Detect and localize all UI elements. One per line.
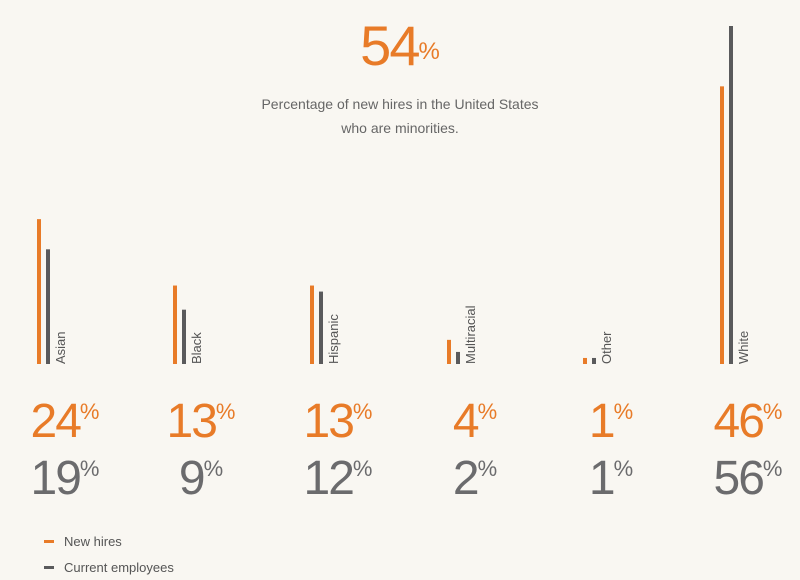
value-label-current-employees-other: 1% [589,452,633,505]
bar-current-employees-black [182,309,186,364]
value-label-new-hires-black: 13% [167,395,236,448]
legend-swatch-new-hires [44,539,54,543]
bar-current-employees-multiracial [456,351,460,364]
legend-item-current-employees: Current employees [44,554,174,580]
value-label-current-employees-white: 56% [714,452,783,505]
category-label-black: Black [189,332,204,364]
value-label-current-employees-multiracial: 2% [453,452,497,505]
value-label-current-employees-asian: 19% [31,452,100,505]
bar-current-employees-white [729,26,733,364]
legend-label-current-employees: Current employees [64,559,174,575]
value-label-new-hires-other: 1% [589,395,633,448]
bar-new-hires-multiracial [447,339,451,364]
value-label-new-hires-white: 46% [714,395,783,448]
bar-new-hires-white [720,86,724,364]
category-label-asian: Asian [53,331,68,364]
bar-new-hires-black [173,285,177,364]
headline-text: Percentage of new hires in the United St… [261,96,539,136]
value-label-new-hires-multiracial: 4% [453,395,497,448]
legend-label-new-hires: New hires [64,533,122,549]
category-label-white: White [736,331,751,364]
value-label-current-employees-hispanic: 12% [304,452,373,505]
bar-new-hires-hispanic [310,285,314,364]
legend: New hires Current employees [44,528,174,580]
category-label-hispanic: Hispanic [326,314,341,364]
bar-new-hires-other [583,357,587,364]
bar-current-employees-asian [46,249,50,364]
headline-unit: % [418,38,440,65]
value-label-current-employees-black: 9% [179,452,223,505]
value-label-new-hires-asian: 24% [31,395,100,448]
bar-new-hires-asian [37,219,41,364]
category-label-other: Other [599,331,614,364]
legend-item-new-hires: New hires [44,528,174,554]
headline-number: 54 [360,14,420,77]
category-label-multiracial: Multiracial [463,305,478,364]
value-label-new-hires-hispanic: 13% [304,395,373,448]
headline-value: 54% [340,16,460,76]
bar-current-employees-other [592,357,596,364]
bar-current-employees-hispanic [319,291,323,364]
legend-swatch-current-employees [44,565,54,569]
bar-chart: Asian24%19%Black13%9%Hispanic13%12%Multi… [31,26,783,505]
